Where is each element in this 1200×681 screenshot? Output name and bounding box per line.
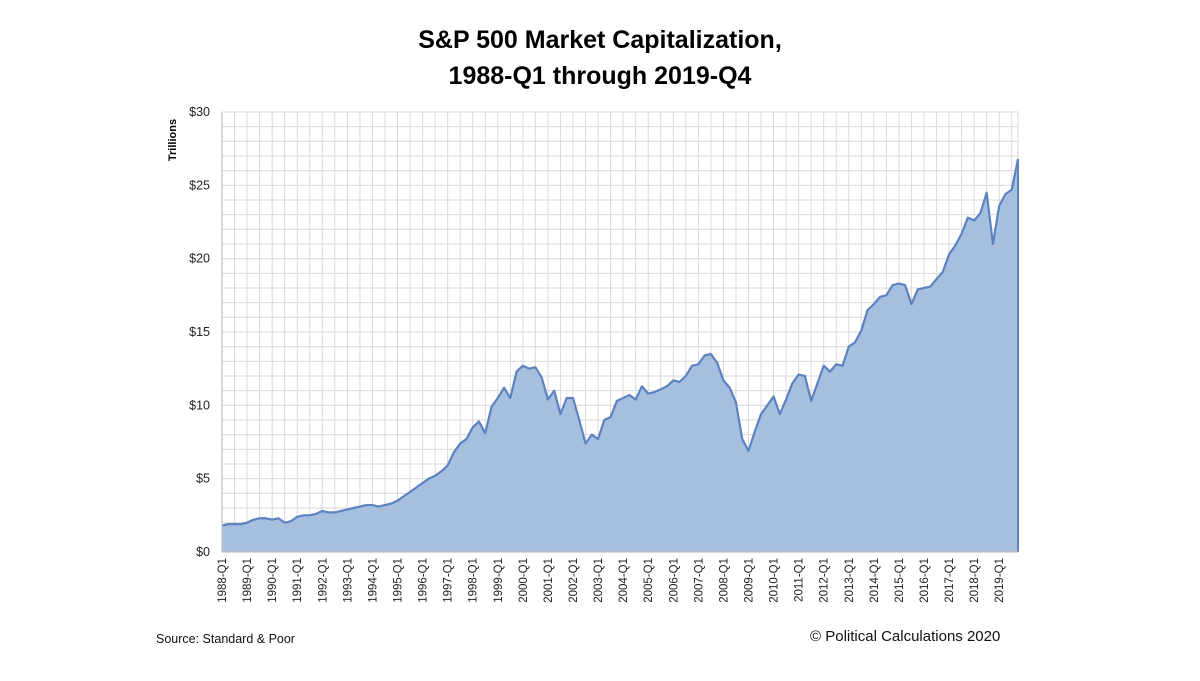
x-tick-label: 2019-Q1 (994, 558, 1006, 603)
x-tick-label: 1999-Q1 (493, 558, 505, 603)
chart-title: S&P 500 Market Capitalization, 1988-Q1 t… (0, 22, 1200, 94)
x-tick-label: 1993-Q1 (342, 558, 354, 603)
series-area-fill (222, 158, 1018, 552)
x-tick-label: 1997-Q1 (443, 558, 455, 603)
x-tick-label: 1991-Q1 (292, 558, 304, 603)
x-tick-label: 2010-Q1 (769, 558, 781, 603)
x-tick-label: 2015-Q1 (894, 558, 906, 603)
y-tick-label: $0 (196, 545, 210, 559)
y-tick-label: $20 (189, 252, 210, 266)
x-tick-label: 1998-Q1 (468, 558, 480, 603)
y-tick-label: $25 (189, 178, 210, 192)
x-tick-label: 2013-Q1 (844, 558, 856, 603)
chart-title-line2: 1988-Q1 through 2019-Q4 (448, 62, 752, 90)
x-tick-label: 2017-Q1 (944, 558, 956, 603)
x-tick-label: 2005-Q1 (643, 558, 655, 603)
x-tick-label: 2012-Q1 (819, 558, 831, 603)
x-tick-label: 2018-Q1 (969, 558, 981, 603)
x-tick-label: 1992-Q1 (317, 558, 329, 603)
x-tick-label: 2008-Q1 (718, 558, 730, 603)
y-tick-label: $10 (189, 398, 210, 412)
y-tick-label: $30 (189, 105, 210, 119)
chart-title-line1: S&P 500 Market Capitalization, (418, 26, 782, 54)
x-tick-label: 1988-Q1 (217, 558, 229, 603)
y-tick-label: $5 (196, 472, 210, 486)
x-tick-label: 2011-Q1 (794, 558, 806, 602)
x-tick-label: 2002-Q1 (568, 558, 580, 603)
x-tick-label: 2007-Q1 (693, 558, 705, 603)
source-note: Source: Standard & Poor (156, 632, 295, 646)
y-tick-label: $15 (189, 325, 210, 339)
x-tick-label: 1996-Q1 (418, 558, 430, 603)
y-axis-title: Trillions (167, 119, 179, 161)
x-tick-label: 1994-Q1 (367, 558, 379, 603)
x-tick-label: 2014-Q1 (869, 558, 881, 603)
x-tick-label: 1995-Q1 (393, 558, 405, 603)
x-tick-label: 2003-Q1 (593, 558, 605, 603)
x-tick-label: 1990-Q1 (267, 558, 279, 603)
x-tick-label: 2009-Q1 (743, 558, 755, 603)
x-tick-label: 2006-Q1 (668, 558, 680, 603)
x-tick-label: 2000-Q1 (518, 558, 530, 603)
series-line (221, 158, 1020, 527)
x-tick-label: 1989-Q1 (242, 558, 254, 603)
x-tick-label: 2004-Q1 (618, 558, 630, 603)
x-tick-label: 2016-Q1 (919, 558, 931, 603)
x-tick-label: 2001-Q1 (543, 558, 555, 603)
copyright-credit: © Political Calculations 2020 (810, 628, 1001, 645)
